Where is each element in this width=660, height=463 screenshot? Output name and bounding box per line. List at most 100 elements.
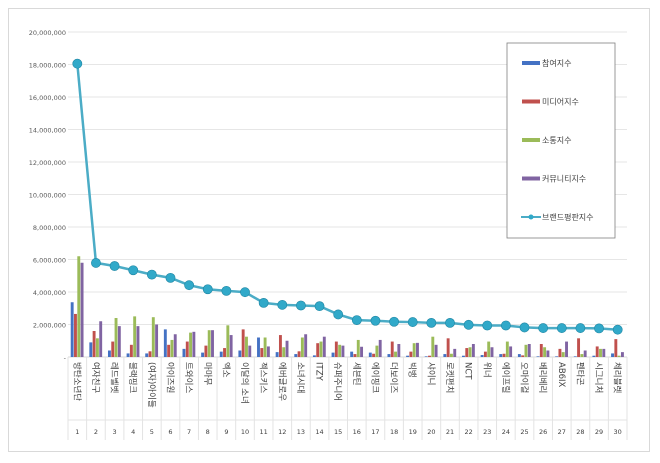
category-label: 펜타곤 bbox=[574, 362, 584, 386]
bar-1-28 bbox=[595, 346, 599, 357]
bar-2-29 bbox=[617, 355, 621, 357]
rank-label: 1 bbox=[75, 428, 79, 436]
rank-label: 18 bbox=[390, 428, 398, 436]
category-label: 시그니처 bbox=[593, 362, 604, 393]
bar-1-4 bbox=[148, 351, 152, 357]
bar-1-2 bbox=[111, 341, 115, 357]
bar-2-11 bbox=[282, 347, 286, 357]
bar-1-14 bbox=[334, 341, 338, 357]
brand-index-point-27 bbox=[575, 323, 586, 333]
bars bbox=[70, 256, 624, 357]
y-tick-label: 2,000,000 bbox=[33, 322, 66, 330]
y-tick-label: 14,000,000 bbox=[29, 127, 66, 135]
bar-0-16 bbox=[368, 352, 372, 357]
brand-index-point-9 bbox=[240, 287, 250, 298]
bar-2-14 bbox=[338, 344, 342, 357]
y-tick-label: 8,000,000 bbox=[33, 224, 66, 232]
bar-1-19 bbox=[428, 355, 431, 357]
bar-2-23 bbox=[505, 341, 509, 357]
category-label: ITZY bbox=[314, 362, 324, 382]
bar-1-7 bbox=[204, 345, 208, 357]
bar-2-7 bbox=[207, 330, 211, 357]
bar-1-29 bbox=[614, 339, 618, 357]
rank-label: 22 bbox=[464, 428, 472, 436]
bar-2-12 bbox=[300, 337, 304, 357]
category-label: 트와이스 bbox=[183, 362, 194, 393]
bar-1-25 bbox=[539, 344, 543, 357]
bar-3-1 bbox=[99, 321, 103, 357]
bar-3-5 bbox=[173, 334, 177, 357]
bar-1-9 bbox=[241, 329, 245, 357]
y-tick-label: 10,000,000 bbox=[29, 192, 66, 200]
bar-3-12 bbox=[304, 334, 308, 357]
brand-index-point-26 bbox=[556, 323, 567, 333]
bar-1-0 bbox=[74, 313, 77, 357]
bar-0-0 bbox=[70, 302, 74, 357]
bar-0-26 bbox=[555, 356, 559, 357]
bar-0-14 bbox=[331, 352, 335, 357]
bar-2-28 bbox=[599, 348, 602, 357]
bar-1-15 bbox=[353, 354, 357, 357]
bar-3-15 bbox=[360, 346, 364, 357]
brand-index-point-8 bbox=[221, 285, 232, 296]
bar-3-4 bbox=[155, 324, 159, 357]
rank-label: 28 bbox=[576, 428, 584, 436]
bar-0-9 bbox=[238, 350, 242, 357]
category-label: 블랙핑크 bbox=[127, 362, 138, 393]
bar-2-16 bbox=[375, 345, 379, 357]
bar-3-23 bbox=[509, 346, 513, 357]
legend-marker bbox=[528, 214, 534, 220]
rank-label: 9 bbox=[224, 428, 228, 436]
brand-index-point-18 bbox=[407, 317, 418, 327]
category-label: 소녀시대 bbox=[295, 362, 305, 393]
brand-index-point-21 bbox=[463, 319, 474, 330]
bar-1-16 bbox=[372, 353, 376, 357]
brand-index-point-12 bbox=[296, 300, 306, 311]
rank-label: 5 bbox=[150, 428, 154, 436]
category-label: 이달의 소녀 bbox=[239, 362, 250, 404]
rank-label: 2 bbox=[94, 428, 98, 436]
legend-label-1: 미디어지수 bbox=[542, 97, 579, 107]
bar-2-6 bbox=[189, 332, 193, 357]
bar-3-13 bbox=[322, 336, 326, 357]
brand-index-line bbox=[72, 58, 623, 335]
bar-3-16 bbox=[378, 339, 382, 357]
bar-1-3 bbox=[129, 344, 133, 357]
bar-0-29 bbox=[611, 353, 614, 357]
bar-3-18 bbox=[416, 342, 419, 357]
bar-0-2 bbox=[107, 350, 111, 357]
brand-index-point-15 bbox=[351, 315, 362, 326]
brand-index-point-11 bbox=[277, 299, 288, 310]
brand-index-point-25 bbox=[538, 323, 549, 333]
category-label: 빅뱅 bbox=[407, 362, 418, 378]
bar-2-25 bbox=[543, 347, 547, 357]
rank-label: 23 bbox=[483, 428, 491, 436]
category-label: 레드벨벳 bbox=[109, 362, 120, 393]
brand-index-point-29 bbox=[612, 324, 623, 335]
rank-label: 30 bbox=[614, 428, 622, 436]
brand-index-point-0 bbox=[72, 58, 83, 69]
bar-1-12 bbox=[297, 351, 301, 357]
brand-index-point-6 bbox=[184, 280, 195, 291]
bar-0-6 bbox=[182, 348, 186, 357]
bar-1-10 bbox=[260, 348, 264, 357]
bar-1-26 bbox=[558, 348, 562, 357]
bar-0-20 bbox=[443, 354, 447, 357]
legend-swatch-0 bbox=[522, 61, 540, 65]
rank-label: 16 bbox=[353, 428, 361, 436]
rank-label: 7 bbox=[187, 428, 191, 436]
brand-index-point-19 bbox=[426, 317, 437, 328]
y-tick-label: 12,000,000 bbox=[29, 159, 66, 167]
rank-label: 29 bbox=[595, 428, 603, 436]
brand-index-point-20 bbox=[445, 317, 455, 328]
y-tick-label: 20,000,000 bbox=[29, 29, 66, 37]
bar-3-24 bbox=[527, 344, 531, 357]
category-label: 마마무 bbox=[202, 362, 212, 386]
bar-3-3 bbox=[136, 326, 140, 357]
category-label: 베리베리 bbox=[537, 362, 547, 393]
brand-index-point-7 bbox=[202, 284, 213, 295]
bar-2-15 bbox=[356, 339, 360, 357]
bar-0-10 bbox=[257, 337, 260, 357]
